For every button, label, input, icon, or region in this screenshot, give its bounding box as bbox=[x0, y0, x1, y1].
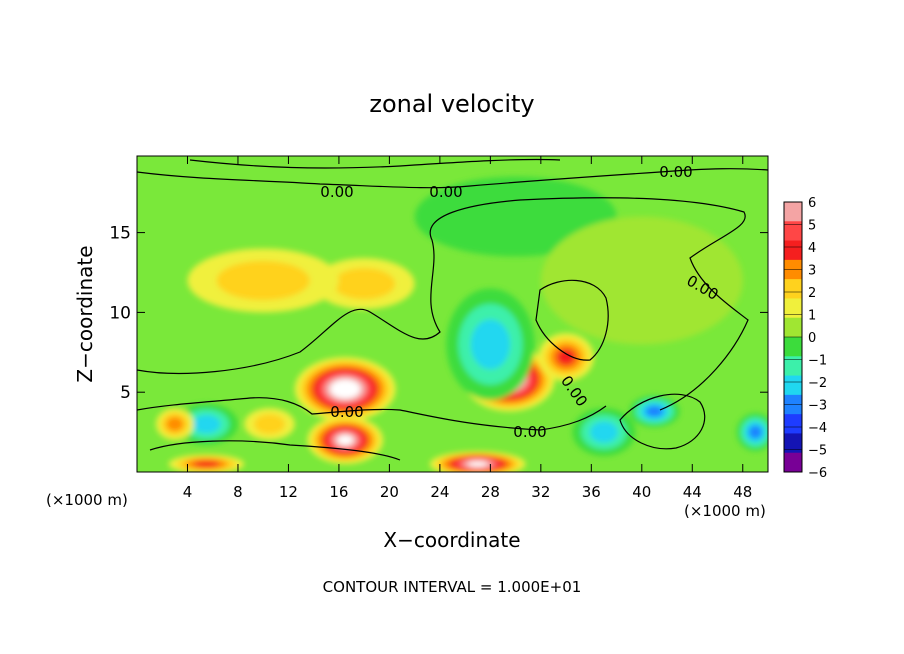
zero-contour-bottom-loop bbox=[149, 440, 401, 461]
colorbar-swatch bbox=[784, 221, 802, 242]
contour-interval-note: CONTOUR INTERVAL = 1.000E+01 bbox=[323, 578, 582, 596]
field-feature bbox=[540, 216, 743, 345]
y-tick-label: 10 bbox=[109, 303, 131, 323]
colorbar-swatch bbox=[784, 337, 802, 357]
x-tick-label: 24 bbox=[430, 483, 449, 501]
field-level bbox=[556, 348, 576, 366]
colorbar-swatch bbox=[784, 202, 802, 222]
field-level bbox=[192, 414, 221, 434]
field-level bbox=[470, 319, 510, 370]
field-feature bbox=[313, 258, 415, 310]
x-axis-unit-left: (×1000 m) bbox=[46, 491, 128, 509]
colorbar-label: 5 bbox=[808, 219, 816, 234]
field-feature bbox=[187, 248, 339, 313]
zero-contour-middle bbox=[137, 197, 749, 411]
x-tick-label: 16 bbox=[329, 483, 348, 501]
contour-label: 0.00 bbox=[659, 163, 692, 181]
zero-contour-loop bbox=[535, 279, 609, 361]
colorbar-swatch bbox=[784, 356, 802, 377]
field-level bbox=[414, 176, 617, 257]
chart-title: zonal velocity bbox=[369, 90, 534, 118]
field-feature bbox=[736, 412, 768, 452]
x-tick-label: 44 bbox=[683, 483, 702, 501]
colorbar-swatch bbox=[784, 414, 802, 434]
field-feature bbox=[629, 395, 680, 428]
x-tick-label: 12 bbox=[279, 483, 298, 501]
y-tick-label: 15 bbox=[109, 224, 131, 244]
zero-contour-top bbox=[137, 168, 768, 189]
colorbar-label: −3 bbox=[808, 399, 827, 414]
field-feature bbox=[174, 403, 238, 445]
colorbar-label: −4 bbox=[808, 421, 827, 436]
colorbar-swatch bbox=[784, 433, 802, 454]
x-axis: 4 8 12 16 20 24 28 32 36 40 44 48 bbox=[183, 156, 752, 501]
field-feature bbox=[294, 357, 396, 421]
colorbar-label: 6 bbox=[808, 196, 816, 211]
field-level bbox=[216, 260, 310, 301]
colorbar-swatch bbox=[784, 317, 802, 338]
velocity-field bbox=[155, 176, 768, 472]
colorbar-swatch bbox=[784, 298, 802, 319]
colorbar-label: 0 bbox=[808, 331, 816, 346]
y-axis-label: Z−coordinate bbox=[73, 245, 97, 382]
field-level bbox=[335, 383, 355, 395]
zero-contours bbox=[137, 158, 768, 461]
colorbar-label: −5 bbox=[808, 444, 827, 459]
field-feature bbox=[446, 288, 535, 401]
colorbar-label: −6 bbox=[808, 466, 827, 481]
colorbar-label: 4 bbox=[808, 241, 816, 256]
x-tick-label: 48 bbox=[733, 483, 752, 501]
contour-label: 0.00 bbox=[320, 183, 353, 201]
field-level bbox=[166, 417, 184, 432]
contour-label: 0.00 bbox=[513, 423, 546, 441]
colorbar-swatch bbox=[784, 452, 802, 473]
y-axis: 5 10 15 bbox=[109, 224, 768, 403]
field-feature bbox=[414, 176, 617, 257]
field-level bbox=[540, 216, 743, 345]
field-level bbox=[253, 414, 286, 434]
zero-contour-lower bbox=[137, 397, 607, 431]
contour-label: 0.00 bbox=[330, 403, 363, 421]
field-feature bbox=[538, 333, 594, 382]
field-feature bbox=[429, 451, 526, 472]
contour-label: 0.00 bbox=[429, 183, 462, 201]
x-tick-label: 20 bbox=[380, 483, 399, 501]
colorbar-label: 1 bbox=[808, 309, 816, 324]
field-feature bbox=[168, 454, 245, 472]
colorbar-label: −2 bbox=[808, 376, 827, 391]
x-tick-label: 40 bbox=[632, 483, 651, 501]
x-axis-label: X−coordinate bbox=[383, 528, 520, 552]
field-level bbox=[333, 267, 396, 300]
field-level bbox=[467, 461, 488, 467]
colorbar: 6 5 4 3 2 1 0 −1 −2 −3 −4 −5 −6 bbox=[783, 196, 827, 481]
colorbar-label: 2 bbox=[808, 286, 816, 301]
x-tick-label: 4 bbox=[183, 483, 193, 501]
zero-contour-upper-arc bbox=[189, 158, 561, 169]
plot-frame bbox=[136, 155, 769, 473]
field-level bbox=[337, 435, 354, 446]
field-feature bbox=[244, 408, 295, 441]
x-tick-label: 36 bbox=[582, 483, 601, 501]
y-tick-label: 5 bbox=[120, 383, 131, 403]
x-tick-label: 8 bbox=[233, 483, 243, 501]
field-level bbox=[193, 460, 220, 468]
zero-contour-right-loop bbox=[619, 393, 706, 450]
x-axis-unit-right: (×1000 m) bbox=[684, 502, 766, 520]
field-feature bbox=[307, 416, 384, 465]
colorbar-swatch bbox=[784, 240, 802, 261]
field-level bbox=[589, 421, 618, 443]
plot-area bbox=[137, 156, 768, 472]
x-tick-label: 32 bbox=[531, 483, 550, 501]
colorbar-label: −1 bbox=[808, 354, 827, 369]
x-tick-label: 28 bbox=[481, 483, 500, 501]
colorbar-swatch bbox=[784, 375, 802, 396]
colorbar-swatch bbox=[784, 279, 802, 299]
field-feature bbox=[155, 408, 194, 441]
colorbar-label: 3 bbox=[808, 264, 816, 279]
field-level bbox=[748, 425, 762, 439]
field-level bbox=[645, 405, 664, 417]
